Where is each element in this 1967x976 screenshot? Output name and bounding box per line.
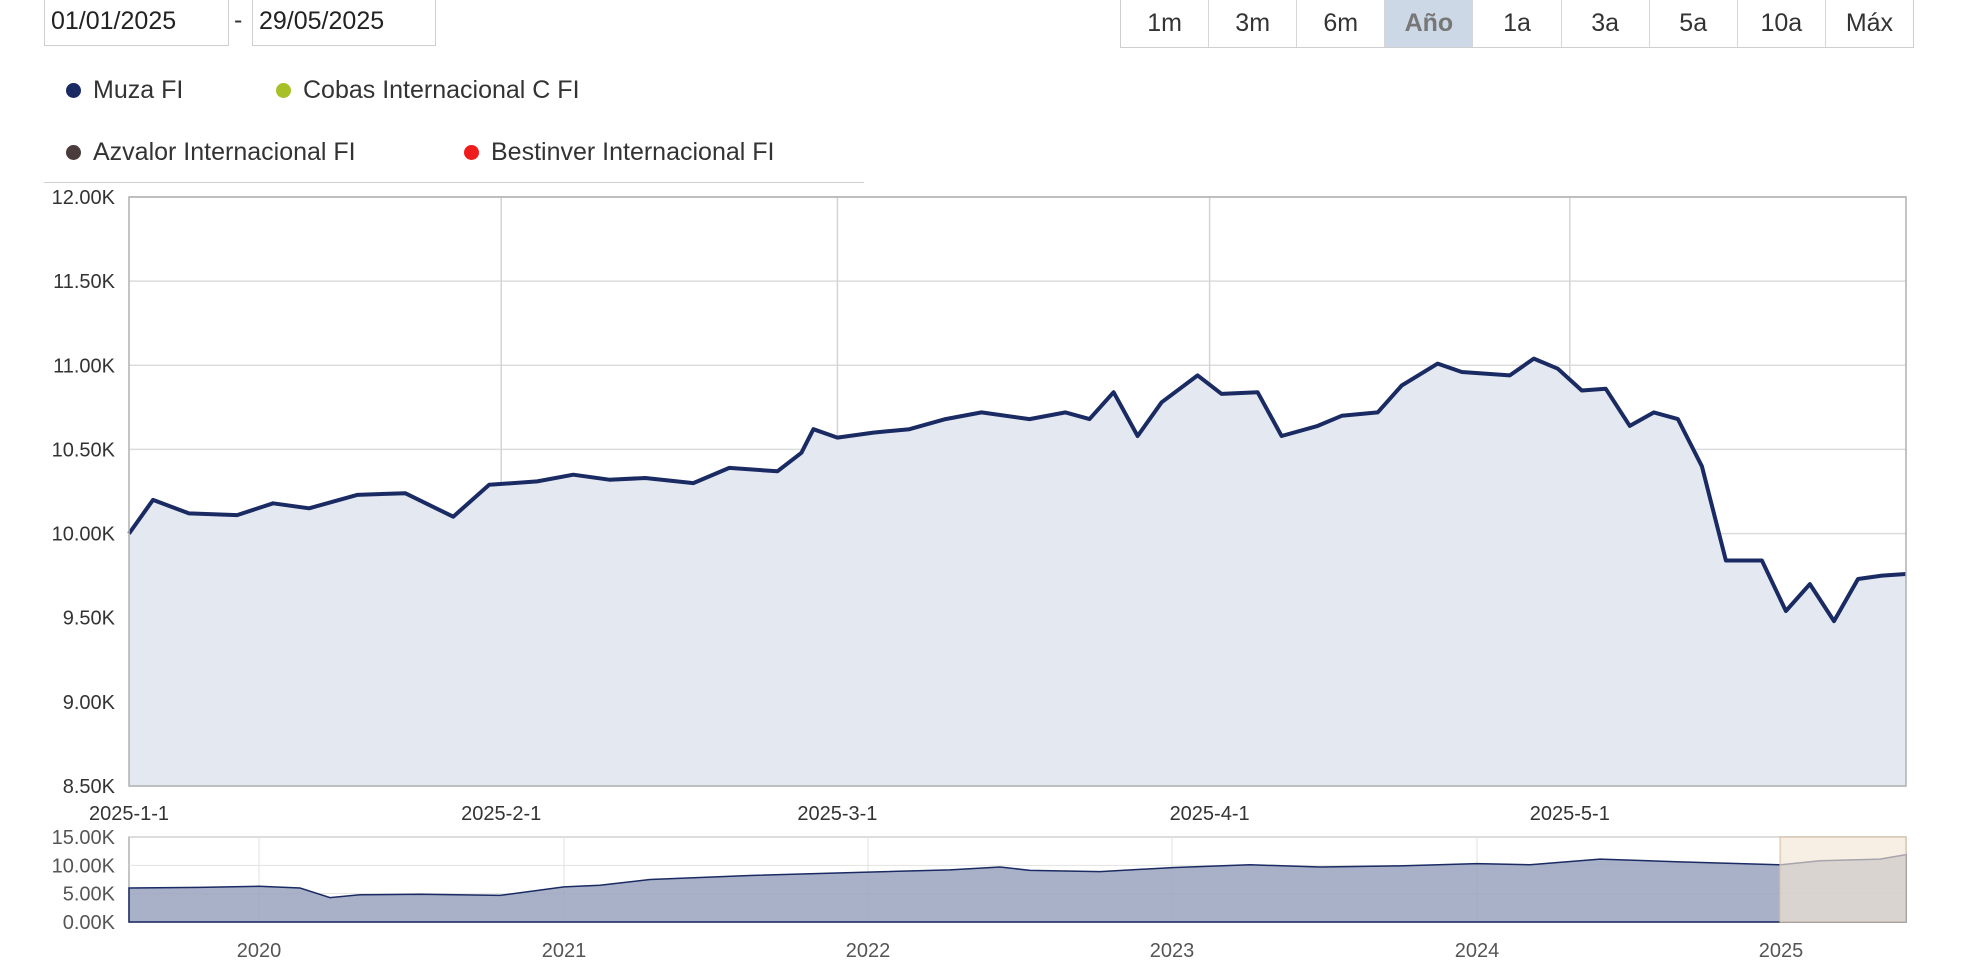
legend-item-cobas[interactable]: Cobas Internacional C FI [276, 76, 580, 105]
navigator-y-tick-label: 5.00K [63, 884, 116, 906]
x-tick-label: 2025-5-1 [1530, 803, 1610, 825]
range-button-6m[interactable]: 6m [1297, 0, 1386, 47]
navigator-x-tick-label: 2023 [1150, 940, 1195, 962]
range-button-max[interactable]: Máx [1825, 0, 1913, 47]
main-series [127, 356, 1907, 786]
y-tick-label: 12.00K [52, 187, 116, 209]
x-tick-label: 2025-3-1 [797, 803, 877, 825]
range-button-5a[interactable]: 5a [1649, 0, 1738, 47]
y-tick-label: 11.00K [53, 355, 116, 377]
series-line-muza[interactable] [127, 356, 1907, 624]
legend-label: Muza FI [93, 76, 184, 104]
range-button-3a[interactable]: 3a [1561, 0, 1650, 47]
navigator-x-ticks: 2020 2021 2022 2023 2024 2025 [237, 940, 1804, 962]
y-tick-label: 9.00K [63, 692, 116, 714]
navigator-x-tick-label: 2020 [237, 940, 282, 962]
navigator-x-tick-label: 2025 [1759, 940, 1804, 962]
y-tick-label: 11.50K [53, 271, 116, 293]
legend-item-muza[interactable]: Muza FI [66, 76, 183, 105]
range-button-ytd[interactable]: Año [1385, 0, 1474, 47]
chart-legend: Muza FI Cobas Internacional C FI Azvalor… [44, 60, 864, 183]
y-tick-label: 8.50K [63, 776, 116, 798]
date-to-input[interactable]: 29/05/2025 [252, 0, 436, 46]
plot-frame [128, 196, 1907, 787]
x-axis-ticks: 2025-1-1 2025-2-1 2025-3-1 2025-4-1 2025-5-1 [89, 803, 1610, 825]
y-tick-label: 10.00K [52, 524, 116, 546]
range-button-1m[interactable]: 1m [1121, 0, 1210, 47]
range-button-1a[interactable]: 1a [1473, 0, 1562, 47]
legend-dot-icon [464, 145, 479, 160]
legend-item-azvalor[interactable]: Azvalor Internacional FI [66, 138, 356, 167]
legend-dot-icon [66, 145, 81, 160]
range-button-10a[interactable]: 10a [1737, 0, 1826, 47]
y-tick-label: 10.50K [52, 439, 116, 461]
date-from-input[interactable]: 01/01/2025 [44, 0, 229, 46]
legend-dot-icon [66, 83, 81, 98]
navigator-y-tick-label: 15.00K [52, 827, 116, 849]
navigator-x-tick-label: 2022 [846, 940, 891, 962]
range-button-3m[interactable]: 3m [1209, 0, 1298, 47]
navigator-y-tick-label: 0.00K [63, 912, 116, 934]
date-separator: - [234, 6, 243, 34]
x-tick-label: 2025-2-1 [461, 803, 541, 825]
x-tick-label: 2025-1-1 [89, 803, 169, 825]
range-selector: 1m 3m 6m Año 1a 3a 5a 10a Máx [1120, 0, 1914, 48]
y-tick-label: 9.50K [63, 608, 116, 630]
legend-label: Cobas Internacional C FI [303, 76, 580, 104]
navigator-selection[interactable] [1779, 836, 1907, 923]
legend-item-bestinver[interactable]: Bestinver Internacional FI [464, 138, 774, 167]
legend-label: Azvalor Internacional FI [93, 138, 356, 166]
navigator-x-tick-label: 2024 [1455, 940, 1500, 962]
legend-dot-icon [276, 83, 291, 98]
x-tick-label: 2025-4-1 [1170, 803, 1250, 825]
navigator-y-tick-label: 10.00K [52, 855, 116, 877]
series-area-muza [129, 358, 1906, 786]
navigator-x-tick-label: 2021 [542, 940, 587, 962]
y-axis-ticks: 12.00K 11.50K 11.00K 10.50K 10.00K 9.50K 9.00K… [52, 187, 116, 798]
navigator-y-ticks: 15.00K 10.00K 5.00K 0.00K [52, 827, 116, 934]
legend-label: Bestinver Internacional FI [491, 138, 775, 166]
